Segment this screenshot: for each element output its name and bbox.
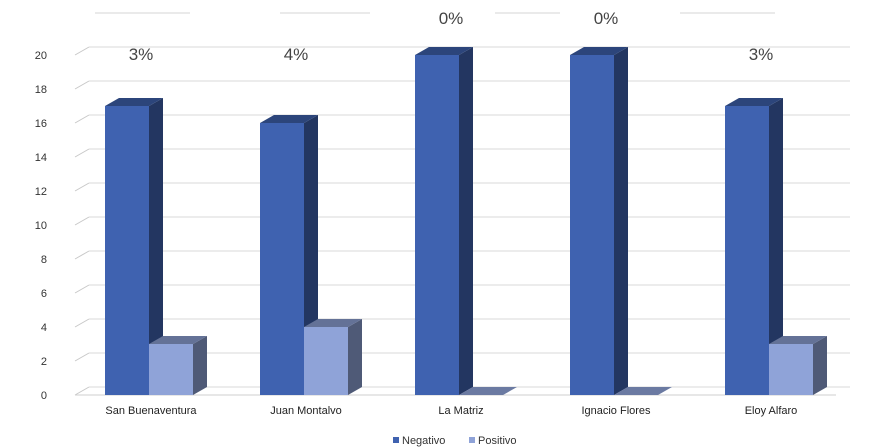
y-tick-label: 4 bbox=[41, 322, 47, 334]
y-tick-label: 2 bbox=[41, 356, 47, 368]
bar-negativo-face bbox=[105, 106, 149, 395]
gridline-depth bbox=[74, 148, 90, 158]
y-tick-label: 20 bbox=[35, 50, 47, 62]
y-tick-label: 16 bbox=[35, 118, 47, 130]
gridline-depth bbox=[74, 46, 90, 56]
x-category-label: La Matriz bbox=[438, 405, 483, 417]
bar-positivo-face bbox=[193, 336, 207, 395]
y-tick-label: 0 bbox=[41, 390, 47, 402]
bar-negativo-face bbox=[614, 47, 628, 395]
data-label: 4% bbox=[284, 45, 309, 64]
bar-positivo bbox=[614, 387, 672, 395]
bar-negativo-face bbox=[105, 98, 163, 106]
data-label: 0% bbox=[594, 9, 619, 28]
bar-positivo bbox=[304, 319, 362, 395]
data-label: 3% bbox=[749, 45, 774, 64]
gridline-depth bbox=[74, 352, 90, 362]
bar-positivo-face bbox=[614, 387, 672, 395]
gridline-depth bbox=[74, 216, 90, 226]
bar-negativo bbox=[570, 47, 628, 395]
bar-negativo-face bbox=[570, 47, 628, 55]
y-tick-label: 10 bbox=[35, 220, 47, 232]
bar-negativo-face bbox=[725, 106, 769, 395]
bar-positivo-face bbox=[459, 387, 517, 395]
y-tick-label: 14 bbox=[35, 152, 47, 164]
legend-swatch-negativo bbox=[393, 437, 399, 443]
bar-positivo-face bbox=[304, 319, 362, 327]
bar-negativo bbox=[260, 115, 318, 395]
bar-positivo-face bbox=[813, 336, 827, 395]
bar-positivo bbox=[149, 336, 207, 395]
y-tick-label: 12 bbox=[35, 186, 47, 198]
data-label: 3% bbox=[129, 45, 154, 64]
bar-positivo-face bbox=[149, 344, 193, 395]
y-tick-label: 8 bbox=[41, 254, 47, 266]
bar-negativo-face bbox=[149, 98, 163, 395]
gridline-depth bbox=[74, 250, 90, 260]
bar-positivo-face bbox=[304, 327, 348, 395]
gridline-depth bbox=[74, 114, 90, 124]
bar-positivo bbox=[459, 387, 517, 395]
bar-positivo-face bbox=[769, 336, 827, 344]
gridline-depth bbox=[74, 318, 90, 328]
bar-negativo-face bbox=[260, 123, 304, 395]
gridline-depth bbox=[74, 386, 90, 396]
bar-negativo bbox=[415, 47, 473, 395]
bar-positivo-face bbox=[149, 336, 207, 344]
data-label: 0% bbox=[439, 9, 464, 28]
bar-negativo-face bbox=[570, 55, 614, 395]
legend-swatch-positivo bbox=[469, 437, 475, 443]
bar-negativo-face bbox=[260, 115, 318, 123]
bar-negativo-face bbox=[415, 55, 459, 395]
y-tick-label: 6 bbox=[41, 288, 47, 300]
bar-negativo-face bbox=[725, 98, 783, 106]
bar-positivo-face bbox=[769, 344, 813, 395]
y-tick-label: 18 bbox=[35, 84, 47, 96]
x-category-label: Ignacio Flores bbox=[581, 405, 651, 417]
bar-positivo bbox=[769, 336, 827, 395]
bar-positivo-face bbox=[348, 319, 362, 395]
bar-negativo bbox=[725, 98, 783, 395]
bar-negativo-face bbox=[459, 47, 473, 395]
gridline-depth bbox=[74, 284, 90, 294]
gridline-depth bbox=[74, 182, 90, 192]
legend-label-positivo: Positivo bbox=[478, 435, 517, 447]
gridline-depth bbox=[74, 80, 90, 90]
bar-negativo-face bbox=[769, 98, 783, 395]
bar-negativo bbox=[105, 98, 163, 395]
legend-label-negativo: Negativo bbox=[402, 435, 445, 447]
x-category-label: Eloy Alfaro bbox=[745, 405, 798, 417]
bar-negativo-face bbox=[415, 47, 473, 55]
x-category-label: San Buenaventura bbox=[105, 405, 197, 417]
x-category-label: Juan Montalvo bbox=[270, 405, 342, 417]
